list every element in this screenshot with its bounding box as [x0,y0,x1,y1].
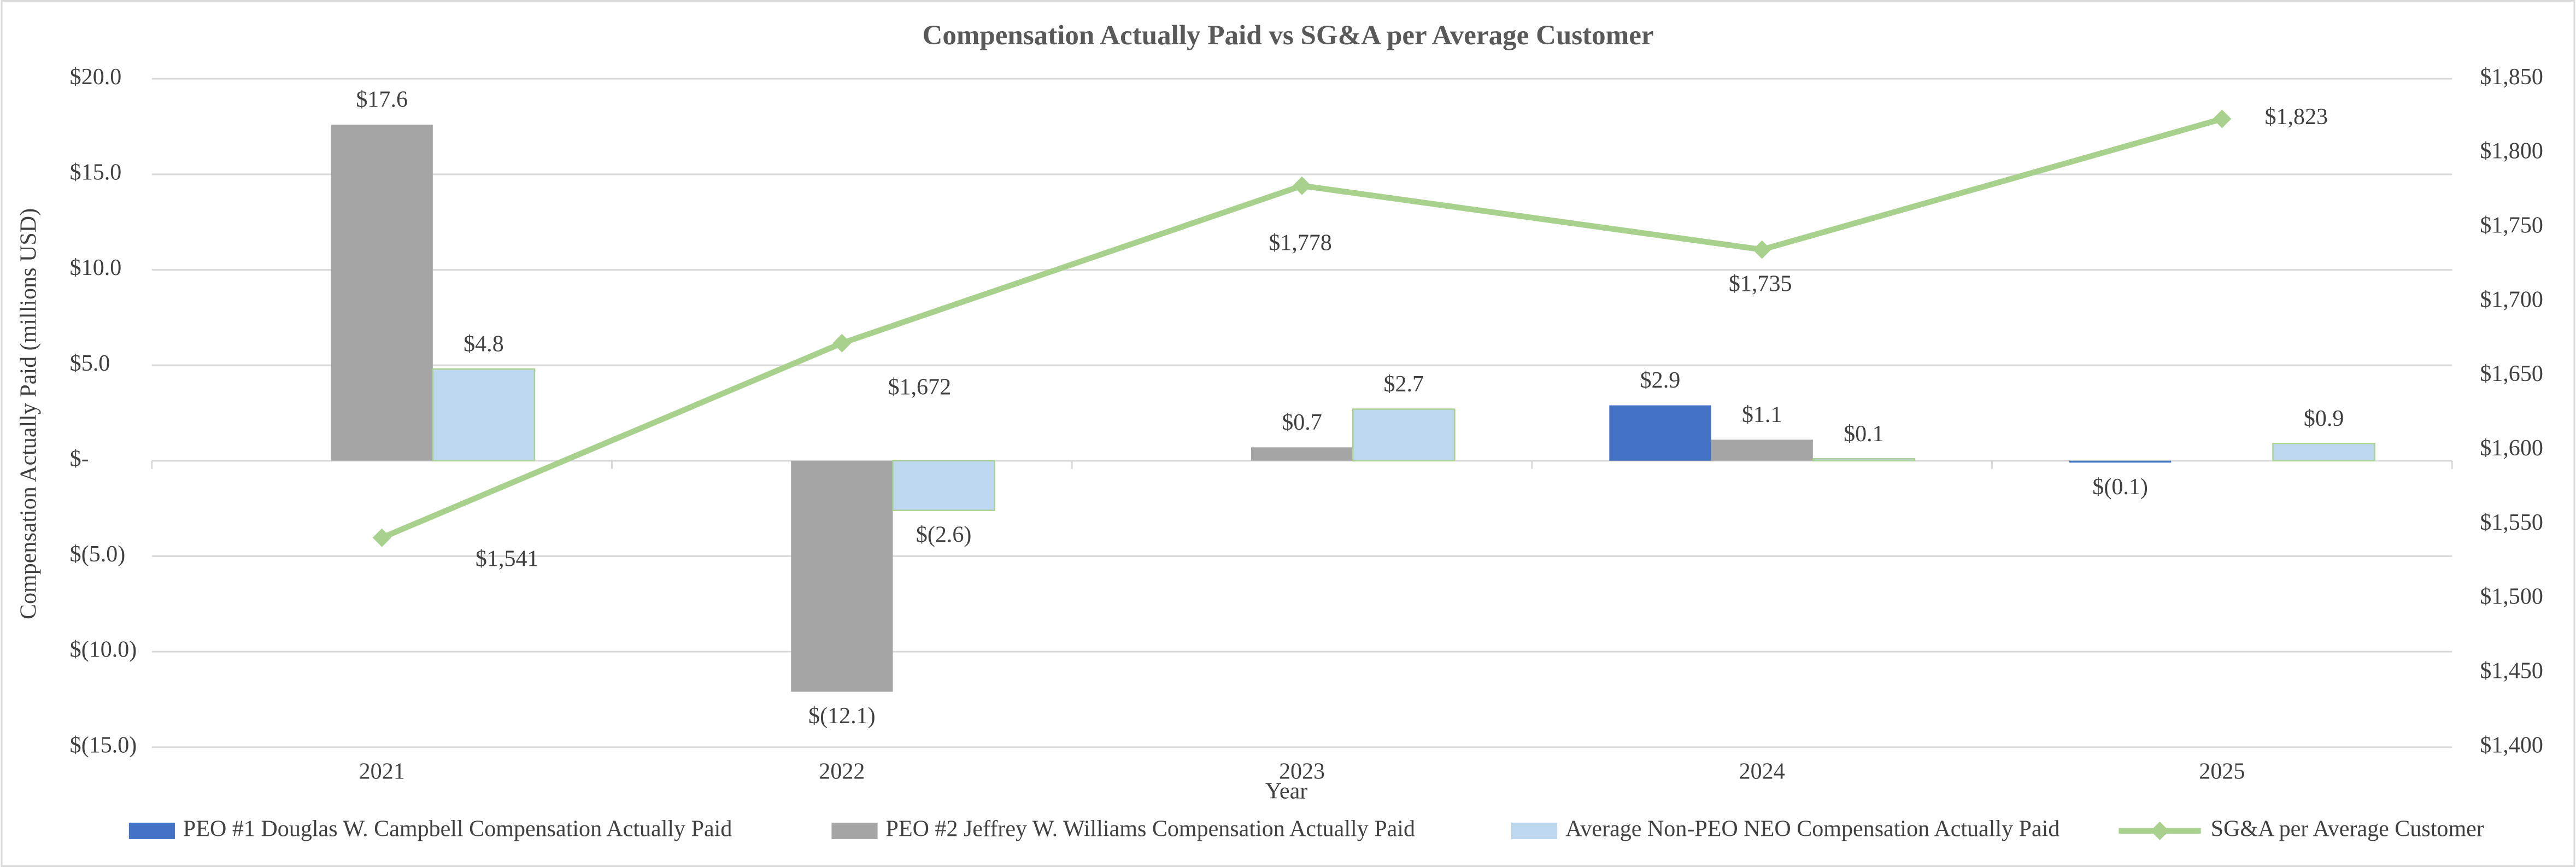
y2-tick-label: $1,450 [2480,659,2543,684]
chart-title: Compensation Actually Paid vs SG&A per A… [922,20,1653,51]
y2-tick-label: $1,600 [2480,436,2543,461]
value-label: $1,823 [2264,104,2328,130]
y-tick-label: $(10.0) [70,637,137,663]
value-label: $0.7 [1282,410,1322,435]
y-tick-label: $5.0 [70,351,110,376]
legend-swatch [831,822,878,839]
bar [1812,458,1916,461]
line-marker [372,528,391,547]
legend-swatch [128,822,175,839]
legend-label: Average Non-PEO NEO Compensation Actuall… [1565,817,2059,842]
y-tick-label: $- [70,446,89,471]
y-tick-label: $(5.0) [70,542,126,567]
x-axis-label: Year [1265,778,1307,804]
value-label: $1,778 [1269,231,1332,256]
line-marker [832,333,852,353]
value-label: $2.7 [1383,372,1424,397]
bar [892,460,995,511]
bar [2272,443,2375,461]
bar [1251,447,1353,461]
y2-tick-label: $1,550 [2480,510,2543,535]
line-marker [1293,176,1312,195]
y-tick-label: $20.0 [70,65,122,90]
value-label: $17.6 [356,87,408,113]
legend-label: SG&A per Average Customer [2211,817,2484,842]
value-label: $1,735 [1729,271,1792,296]
y-tick-label: $(15.0) [70,733,137,758]
x-tick-label: 2023 [1279,759,1325,784]
y2-tick-label: $1,650 [2480,361,2543,386]
value-label: $0.9 [2304,406,2344,431]
value-label: $(12.1) [808,704,876,729]
bar [1711,440,1813,461]
value-label: $2.9 [1640,368,1681,393]
y-axis-label: Compensation Actually Paid (millions USD… [16,208,41,619]
bar [1609,405,1711,461]
value-label: $1,541 [476,546,539,571]
y2-tick-label: $1,800 [2480,139,2543,164]
legend-swatch [2150,821,2169,840]
y2-tick-label: $1,750 [2480,213,2543,238]
bar [432,368,536,461]
bar [2069,460,2172,463]
y2-tick-label: $1,500 [2480,584,2543,610]
bar [791,460,893,692]
value-label: $4.8 [463,332,504,357]
y2-tick-label: $1,850 [2480,65,2543,90]
y2-tick-label: $1,700 [2480,287,2543,312]
legend-label: PEO #2 Jeffrey W. Williams Compensation … [886,817,1415,842]
value-label: $(0.1) [2092,474,2148,500]
legend-label: PEO #1 Douglas W. Campbell Compensation … [183,817,732,842]
value-label: $1.1 [1742,402,1782,427]
value-label: $0.1 [1844,421,1884,447]
y-tick-label: $10.0 [70,255,122,280]
bar [1352,408,1456,461]
value-label: $(2.6) [916,522,972,547]
x-tick-label: 2025 [2199,759,2245,784]
bar [331,125,433,461]
legend-swatch [1511,822,1558,839]
x-tick-label: 2024 [1739,759,1785,784]
x-tick-label: 2022 [819,759,865,784]
y-tick-label: $15.0 [70,160,122,185]
x-tick-label: 2021 [359,759,405,784]
y2-tick-label: $1,400 [2480,733,2543,758]
value-label: $1,672 [888,375,951,400]
